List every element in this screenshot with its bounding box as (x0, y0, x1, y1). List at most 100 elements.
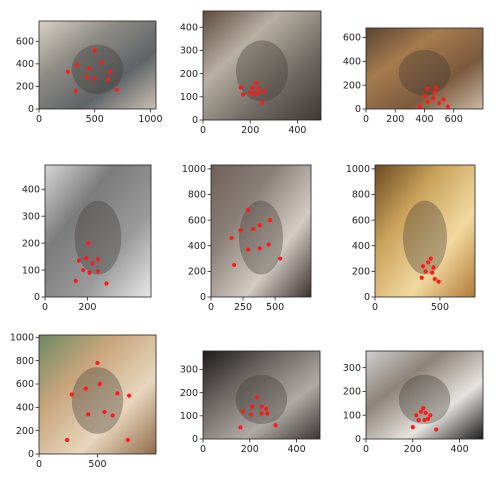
y-tick-label: 800 (352, 190, 370, 201)
y-tick-label: 400 (188, 241, 206, 252)
keypoint (246, 207, 251, 212)
keypoint (273, 423, 278, 428)
keypoint (426, 260, 431, 265)
keypoint (422, 417, 427, 423)
y-tick-label: 600 (343, 33, 361, 44)
keypoint (69, 392, 74, 397)
keypoint (420, 264, 426, 269)
axes-frame (374, 164, 476, 298)
x-tick-label: 600 (445, 114, 463, 125)
y-tick-label: 200 (180, 69, 198, 80)
keypoint (238, 425, 243, 430)
keypoint (114, 87, 120, 92)
keypoint (238, 85, 243, 90)
y-tick-label: 1000 (10, 333, 34, 344)
keypoint (410, 425, 415, 430)
panel-5: 0 250 500 0 200 400 600 800 1000 (182, 164, 312, 313)
keypoint (437, 100, 442, 106)
y-tick-label: 800 (188, 190, 206, 201)
keypoint (254, 395, 259, 400)
axes-frame (365, 350, 484, 440)
y-tick-label: 400 (16, 403, 34, 414)
cat-silhouette (403, 200, 447, 275)
keypoint (241, 92, 246, 97)
cat-silhouette (239, 200, 283, 275)
y-tick-label: 300 (180, 46, 198, 57)
keypoint (278, 256, 283, 261)
y-tick-label: 0 (34, 292, 40, 303)
keypoint (425, 416, 431, 421)
keypoint (256, 86, 261, 91)
keypoint (65, 69, 71, 74)
y-tick-label: 1000 (346, 164, 370, 175)
keypoint (90, 261, 95, 266)
keypoint (265, 411, 270, 416)
keypoint (231, 262, 237, 268)
panel-2: 0 200 400 0 100 200 300 400 (180, 10, 322, 136)
keypoint (422, 93, 427, 98)
keypoint (259, 404, 264, 409)
keypoint (419, 275, 424, 280)
x-tick-label: 0 (200, 444, 206, 455)
axes-frame (38, 20, 157, 110)
x-tick-label: 0 (208, 302, 214, 313)
keypoint (97, 381, 102, 387)
panel-image (203, 351, 320, 439)
y-tick-label: 200 (188, 267, 206, 278)
keypoint (99, 60, 104, 65)
axes-frame (44, 164, 152, 298)
keypoint (431, 96, 436, 101)
keypoint (84, 255, 89, 261)
y-tick-label: 0 (355, 434, 361, 445)
y-tick-label: 0 (364, 292, 370, 303)
keypoint (240, 409, 245, 414)
keypoint (250, 85, 255, 90)
keypoint (430, 270, 435, 275)
keypoint (125, 437, 131, 443)
y-tick-label: 0 (28, 104, 34, 115)
keypoint (432, 276, 437, 282)
axes-frame (202, 350, 321, 440)
cat-silhouette (235, 374, 288, 425)
keypoint (266, 242, 271, 247)
y-tick-label: 100 (180, 411, 198, 422)
cat-silhouette (236, 40, 288, 102)
panel-1: 0 500 1000 0 200 400 600 (16, 20, 163, 125)
y-tick-label: 200 (180, 388, 198, 399)
keypoint (64, 437, 70, 443)
keypoint (74, 62, 79, 68)
x-tick-label: 200 (241, 444, 259, 455)
x-tick-label: 0 (36, 114, 42, 125)
keypoint (423, 269, 428, 274)
keypoint (73, 88, 78, 94)
keypoint (92, 76, 97, 81)
x-tick-label: 200 (404, 444, 422, 455)
keypoint (259, 411, 264, 416)
cat-silhouette (398, 374, 451, 425)
y-tick-label: 0 (192, 434, 198, 445)
x-tick-label: 500 (431, 302, 449, 313)
panel-6: 0 500 0 200 400 600 800 1000 (346, 164, 476, 313)
y-tick-label: 1000 (182, 164, 206, 175)
keypoint (95, 257, 101, 262)
keypoint (436, 279, 441, 284)
y-tick-label: 300 (22, 211, 40, 222)
x-tick-label: 0 (363, 114, 369, 125)
keypoint (104, 281, 109, 286)
y-tick-label: 100 (22, 265, 40, 276)
x-tick-label: 200 (241, 125, 259, 136)
x-tick-label: 200 (78, 302, 96, 313)
keypoint (262, 88, 267, 94)
y-tick-label: 300 (343, 363, 361, 374)
keypoint (73, 278, 78, 283)
keypoint (425, 99, 430, 104)
x-tick-label: 500 (266, 302, 284, 313)
keypoint (421, 405, 426, 411)
y-tick-label: 200 (352, 267, 370, 278)
keypoint (428, 256, 433, 261)
keypoint (95, 360, 100, 366)
y-tick-label: 200 (343, 387, 361, 398)
panel-image (366, 351, 483, 439)
keypoint (418, 409, 424, 414)
